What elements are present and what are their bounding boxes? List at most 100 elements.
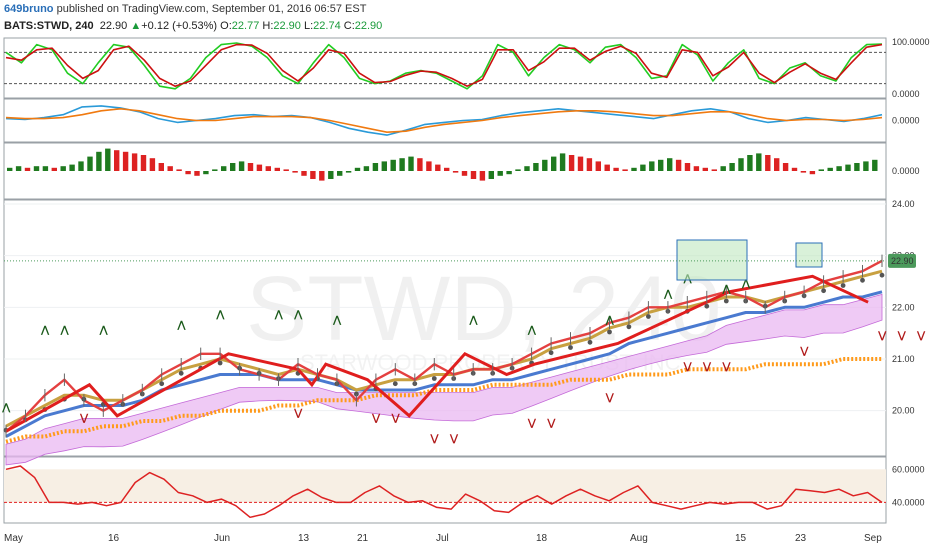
histogram-bar: [756, 153, 762, 171]
x-axis-label-16: 16: [108, 533, 120, 544]
dot-ma-point: [587, 339, 593, 345]
pane-frame-macd: [3, 98, 887, 143]
x-axis-label-15: 15: [735, 533, 747, 544]
histogram-bar: [310, 171, 316, 179]
down-signal-marker: ⋁: [450, 434, 459, 445]
histogram-bar: [328, 171, 334, 179]
down-signal-marker: ⋁: [430, 434, 439, 445]
highlight-box-2: [795, 242, 823, 268]
histogram-bar: [140, 155, 147, 171]
up-signal-marker: ⋀: [2, 403, 11, 414]
histogram-bar: [863, 161, 869, 171]
up-signal-marker: ⋀: [177, 320, 186, 331]
histogram-bar: [363, 166, 370, 171]
histogram-bar: [667, 158, 673, 171]
dot-ma-point: [646, 314, 651, 319]
histogram-bar: [452, 171, 459, 173]
histogram-bar: [69, 164, 75, 171]
price-tick: 22.00: [892, 302, 915, 312]
rsi-band-fill: [4, 469, 886, 503]
histogram-bar: [568, 155, 575, 171]
dot-ma-point: [607, 329, 612, 335]
stoch-k-line: [5, 42, 883, 90]
histogram-bar: [658, 159, 664, 171]
histogram-bar: [711, 169, 717, 171]
histogram-bar: [435, 164, 441, 171]
macd-line: [5, 105, 883, 136]
up-signal-marker: ⋀: [664, 289, 673, 300]
histogram-bar: [319, 171, 325, 181]
histogram-bar: [649, 161, 655, 171]
histogram-bar: [461, 171, 468, 176]
publisher-link[interactable]: 649bruno: [4, 3, 54, 15]
close-value: 22.90: [354, 20, 383, 32]
close-label: C:: [343, 20, 355, 32]
histogram-bar: [60, 166, 66, 171]
histogram-bar: [42, 166, 49, 171]
gold-moving-average: [5, 269, 883, 428]
x-axis-label-sep: Sep: [864, 533, 882, 544]
histogram-bar: [702, 167, 708, 171]
histogram-bar: [488, 171, 494, 179]
histogram-bar: [524, 166, 530, 171]
histogram-bar: [15, 166, 22, 171]
histogram-bar: [809, 171, 816, 175]
histogram-bar: [586, 158, 593, 171]
histogram-bar: [604, 164, 610, 171]
stoch-tick-0: 0.0000: [892, 89, 920, 99]
up-signal-marker: ⋀: [722, 284, 731, 295]
histogram-bar: [640, 164, 646, 171]
histogram-bar: [194, 171, 200, 176]
ohlc-line: BATS:STWD, 240 22.90 ▲+0.12 (+0.53%) O:2…: [4, 20, 382, 32]
histogram-bar: [301, 171, 307, 176]
down-signal-marker: ⋁: [547, 418, 556, 429]
up-signal-marker: ⋀: [469, 315, 478, 326]
up-signal-marker: ⋀: [742, 279, 751, 290]
up-signal-marker: ⋀: [605, 315, 614, 326]
histogram-bar: [337, 171, 343, 176]
down-signal-marker: ⋁: [372, 413, 381, 424]
last-price-tag: [888, 253, 916, 268]
dot-ma-point: [392, 381, 398, 387]
histogram-bar: [559, 153, 566, 171]
up-signal-marker: ⋀: [216, 310, 225, 321]
down-signal-marker: ⋁: [391, 413, 400, 424]
histogram-bar: [33, 166, 40, 171]
histogram-bar: [417, 158, 423, 171]
histogram-bar: [836, 166, 842, 171]
histogram-bar: [791, 167, 798, 171]
down-signal-marker: ⋁: [722, 361, 731, 372]
down-signal-marker: ⋁: [683, 361, 692, 372]
dot-ma-point: [860, 277, 865, 283]
histogram-bar: [577, 156, 584, 171]
histogram-bar: [684, 163, 691, 171]
histogram-bar: [167, 166, 173, 171]
watermark: STWD, 240: [246, 258, 721, 360]
dot-ma-point: [704, 303, 710, 309]
histogram-bar: [720, 166, 726, 171]
histogram-bar: [149, 158, 156, 171]
histogram-bar: [381, 161, 387, 171]
histogram-bar: [176, 169, 182, 171]
red-moving-average: [5, 259, 883, 433]
histogram-bar: [738, 158, 744, 171]
histogram-bar: [408, 156, 414, 171]
macd-tick-0: 0.0000: [892, 116, 920, 126]
ichimoku-cloud: [5, 293, 883, 466]
histogram-bar: [131, 153, 138, 171]
histogram-bar: [497, 171, 503, 176]
high-label: H:: [262, 20, 274, 32]
dot-ma-point: [548, 350, 554, 356]
histogram-bar: [470, 171, 477, 179]
zigzag-line: [5, 274, 869, 433]
histogram-bar: [238, 161, 245, 171]
histogram-bar: [7, 167, 13, 171]
dot-ma-point: [178, 370, 184, 376]
histogram-bar: [256, 164, 263, 171]
x-axis-label-18: 18: [536, 533, 548, 544]
down-signal-marker: ⋁: [800, 346, 809, 357]
symbol-label[interactable]: BATS:STWD, 240: [4, 20, 94, 32]
histogram-bar: [399, 158, 405, 171]
dot-ma-point: [821, 288, 826, 294]
